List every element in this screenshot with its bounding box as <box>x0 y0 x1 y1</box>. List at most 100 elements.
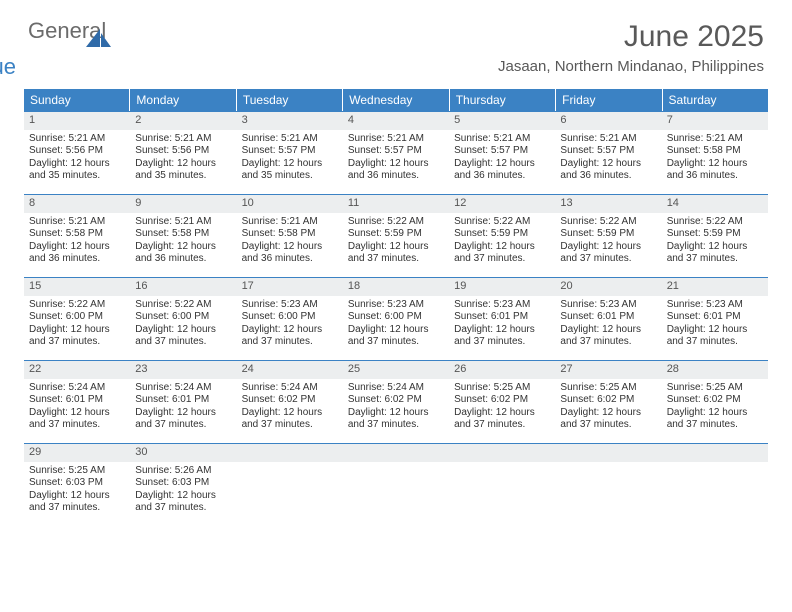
daylight-line-1: Daylight: 12 hours <box>242 407 338 420</box>
day-cell: 9Sunrise: 5:21 AMSunset: 5:58 PMDaylight… <box>130 195 236 277</box>
day-number: 22 <box>24 361 130 379</box>
day-cell: 23Sunrise: 5:24 AMSunset: 6:01 PMDayligh… <box>130 361 236 443</box>
day-of-week-header-row: Sunday Monday Tuesday Wednesday Thursday… <box>24 89 768 111</box>
sunset-line: Sunset: 5:59 PM <box>454 228 550 241</box>
day-body: Sunrise: 5:21 AMSunset: 5:57 PMDaylight:… <box>343 130 449 188</box>
day-number: 27 <box>555 361 661 379</box>
day-cell: 2Sunrise: 5:21 AMSunset: 5:56 PMDaylight… <box>130 112 236 194</box>
day-number: 7 <box>662 112 768 130</box>
sunset-line: Sunset: 6:02 PM <box>242 394 338 407</box>
title-block: June 2025 Jasaan, Northern Mindanao, Phi… <box>498 20 764 75</box>
week-row: 8 Sunrise: 5:21 AMSunset: 5:58 PMDaylight… <box>24 194 768 277</box>
sunset-line: Sunset: 5:58 PM <box>667 145 763 158</box>
sunset-line: Sunset: 5:56 PM <box>135 145 231 158</box>
sunrise-line: Sunrise: 5:24 AM <box>242 382 338 395</box>
daylight-line-2: and 36 minutes. <box>560 170 656 183</box>
daylight-line-2: and 37 minutes. <box>560 253 656 266</box>
location-subtitle: Jasaan, Northern Mindanao, Philippines <box>498 58 764 75</box>
dow-monday: Monday <box>130 89 236 111</box>
sunrise-line: Sunrise: 5:21 AM <box>29 216 125 229</box>
day-number: 10 <box>237 195 343 213</box>
day-cell: 17Sunrise: 5:23 AMSunset: 6:00 PMDayligh… <box>237 278 343 360</box>
sunset-line: Sunset: 5:57 PM <box>242 145 338 158</box>
day-cell: 13Sunrise: 5:22 AMSunset: 5:59 PMDayligh… <box>555 195 661 277</box>
day-cell: 11Sunrise: 5:22 AMSunset: 5:59 PMDayligh… <box>343 195 449 277</box>
daylight-line-1: Daylight: 12 hours <box>560 324 656 337</box>
sunrise-line: Sunrise: 5:22 AM <box>135 299 231 312</box>
sunrise-line: Sunrise: 5:21 AM <box>135 133 231 146</box>
day-body: Sunrise: 5:24 AMSunset: 6:02 PMDaylight:… <box>343 379 449 437</box>
daylight-line-1: Daylight: 12 hours <box>348 158 444 171</box>
daylight-line-1: Daylight: 12 hours <box>242 158 338 171</box>
day-number: 17 <box>237 278 343 296</box>
day-body: Sunrise: 5:23 AMSunset: 6:00 PMDaylight:… <box>343 296 449 354</box>
day-number: 23 <box>130 361 236 379</box>
day-body: Sunrise: 5:22 AMSunset: 6:00 PMDaylight:… <box>130 296 236 354</box>
day-cell <box>343 444 449 526</box>
sunrise-line: Sunrise: 5:23 AM <box>454 299 550 312</box>
day-cell: 20Sunrise: 5:23 AMSunset: 6:01 PMDayligh… <box>555 278 661 360</box>
sunset-line: Sunset: 6:01 PM <box>135 394 231 407</box>
day-number: 4 <box>343 112 449 130</box>
day-body: Sunrise: 5:21 AMSunset: 5:58 PMDaylight:… <box>237 213 343 271</box>
daylight-line-1: Daylight: 12 hours <box>348 407 444 420</box>
sunset-line: Sunset: 6:01 PM <box>454 311 550 324</box>
day-number: 13 <box>555 195 661 213</box>
day-number: 19 <box>449 278 555 296</box>
dow-saturday: Saturday <box>663 89 768 111</box>
daylight-line-2: and 37 minutes. <box>348 419 444 432</box>
brand-line-2: Blue <box>0 56 50 78</box>
sunrise-line: Sunrise: 5:23 AM <box>560 299 656 312</box>
day-body: Sunrise: 5:21 AMSunset: 5:57 PMDaylight:… <box>555 130 661 188</box>
day-number <box>449 444 555 462</box>
day-cell: 18Sunrise: 5:23 AMSunset: 6:00 PMDayligh… <box>343 278 449 360</box>
daylight-line-2: and 37 minutes. <box>135 502 231 515</box>
daylight-line-2: and 36 minutes. <box>29 253 125 266</box>
dow-tuesday: Tuesday <box>237 89 343 111</box>
sunrise-line: Sunrise: 5:25 AM <box>560 382 656 395</box>
daylight-line-1: Daylight: 12 hours <box>135 324 231 337</box>
day-number <box>343 444 449 462</box>
day-cell: 3Sunrise: 5:21 AMSunset: 5:57 PMDaylight… <box>237 112 343 194</box>
sunset-line: Sunset: 6:00 PM <box>242 311 338 324</box>
week-row: 29Sunrise: 5:25 AMSunset: 6:03 PMDayligh… <box>24 443 768 526</box>
daylight-line-1: Daylight: 12 hours <box>667 241 763 254</box>
sunset-line: Sunset: 6:01 PM <box>667 311 763 324</box>
day-cell: 7Sunrise: 5:21 AMSunset: 5:58 PMDaylight… <box>662 112 768 194</box>
day-number: 12 <box>449 195 555 213</box>
day-number: 6 <box>555 112 661 130</box>
sunrise-line: Sunrise: 5:24 AM <box>29 382 125 395</box>
day-cell: 19Sunrise: 5:23 AMSunset: 6:01 PMDayligh… <box>449 278 555 360</box>
day-body: Sunrise: 5:22 AMSunset: 5:59 PMDaylight:… <box>343 213 449 271</box>
sunset-line: Sunset: 5:57 PM <box>454 145 550 158</box>
daylight-line-2: and 37 minutes. <box>454 253 550 266</box>
daylight-line-2: and 37 minutes. <box>348 336 444 349</box>
daylight-line-1: Daylight: 12 hours <box>29 324 125 337</box>
sunrise-line: Sunrise: 5:21 AM <box>242 216 338 229</box>
day-number: 28 <box>662 361 768 379</box>
day-number: 8 <box>24 195 130 213</box>
sunset-line: Sunset: 6:02 PM <box>454 394 550 407</box>
daylight-line-2: and 37 minutes. <box>454 419 550 432</box>
sunrise-line: Sunrise: 5:25 AM <box>667 382 763 395</box>
day-cell: 4Sunrise: 5:21 AMSunset: 5:57 PMDaylight… <box>343 112 449 194</box>
sunset-line: Sunset: 5:57 PM <box>560 145 656 158</box>
daylight-line-1: Daylight: 12 hours <box>667 158 763 171</box>
day-cell: 27Sunrise: 5:25 AMSunset: 6:02 PMDayligh… <box>555 361 661 443</box>
sunrise-line: Sunrise: 5:23 AM <box>242 299 338 312</box>
day-number <box>555 444 661 462</box>
weeks-container: 1Sunrise: 5:21 AMSunset: 5:56 PMDaylight… <box>24 111 768 526</box>
sunset-line: Sunset: 6:01 PM <box>560 311 656 324</box>
day-cell: 21Sunrise: 5:23 AMSunset: 6:01 PMDayligh… <box>662 278 768 360</box>
daylight-line-2: and 35 minutes. <box>29 170 125 183</box>
sunrise-line: Sunrise: 5:22 AM <box>29 299 125 312</box>
daylight-line-1: Daylight: 12 hours <box>135 241 231 254</box>
sunset-line: Sunset: 6:02 PM <box>667 394 763 407</box>
day-number: 26 <box>449 361 555 379</box>
day-body: Sunrise: 5:24 AMSunset: 6:02 PMDaylight:… <box>237 379 343 437</box>
sunrise-line: Sunrise: 5:21 AM <box>242 133 338 146</box>
day-body: Sunrise: 5:23 AMSunset: 6:00 PMDaylight:… <box>237 296 343 354</box>
day-body: Sunrise: 5:25 AMSunset: 6:02 PMDaylight:… <box>662 379 768 437</box>
dow-thursday: Thursday <box>450 89 556 111</box>
sunrise-line: Sunrise: 5:22 AM <box>454 216 550 229</box>
